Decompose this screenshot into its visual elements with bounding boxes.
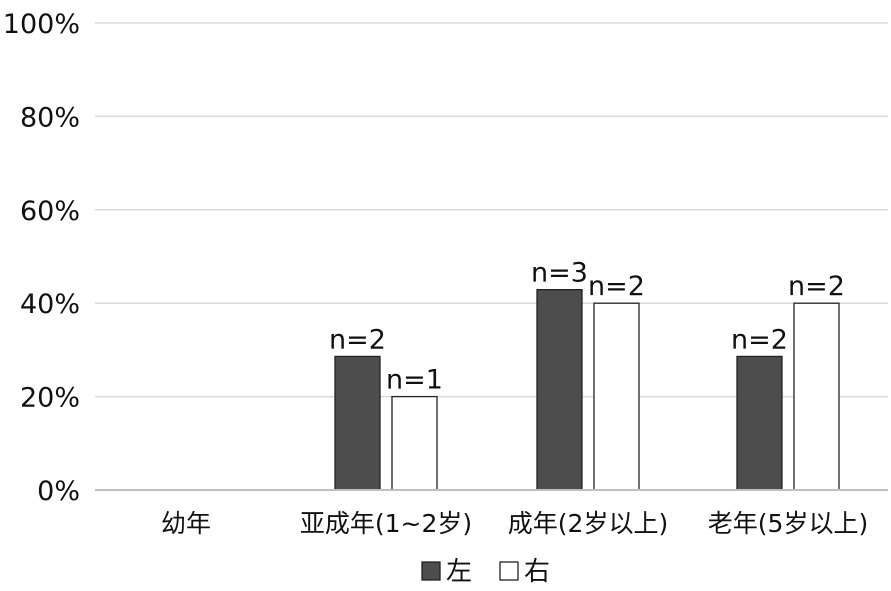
bar-left: [736, 355, 783, 491]
bar-data-label: n=2: [588, 271, 645, 302]
bar-data-label: n=2: [731, 324, 788, 355]
legend-label-left: 左: [446, 557, 472, 587]
x-axis-category-labels: 幼年 亚成年(1~2岁) 成年(2岁以上) 老年(5岁以上): [161, 509, 868, 538]
bar-right: [391, 395, 438, 491]
bar-data-label: n=1: [386, 365, 443, 396]
x-category-label: 成年(2岁以上): [508, 509, 668, 538]
bars: [334, 289, 840, 491]
y-tick-label: 20%: [20, 383, 80, 414]
bar-right: [793, 302, 840, 491]
bar-data-label: n=2: [329, 324, 386, 355]
data-labels: n=2n=1n=3 n=2n=2n=2: [329, 258, 845, 396]
bar-right: [593, 302, 640, 491]
x-category-label: 亚成年(1~2岁): [300, 509, 472, 538]
y-tick-label: 60%: [20, 196, 80, 227]
y-tick-label: 40%: [20, 289, 80, 320]
legend-swatch-right: [499, 561, 519, 581]
legend-swatch-left: [421, 561, 441, 581]
bar-data-label: n=3: [531, 258, 588, 289]
legend: 左右: [421, 557, 550, 587]
x-category-label: 幼年: [161, 509, 211, 538]
y-axis-ticks: 0% 20% 40% 60% 80% 100%: [3, 9, 80, 507]
bar-data-label: n=2: [788, 271, 845, 302]
legend-label-right: 右: [524, 557, 550, 587]
y-tick-label: 0%: [37, 476, 80, 507]
y-tick-label: 80%: [20, 102, 80, 133]
bar-left: [536, 289, 583, 491]
bar-left: [334, 355, 381, 491]
x-category-label: 老年(5岁以上): [708, 509, 868, 538]
y-tick-label: 100%: [3, 9, 80, 40]
